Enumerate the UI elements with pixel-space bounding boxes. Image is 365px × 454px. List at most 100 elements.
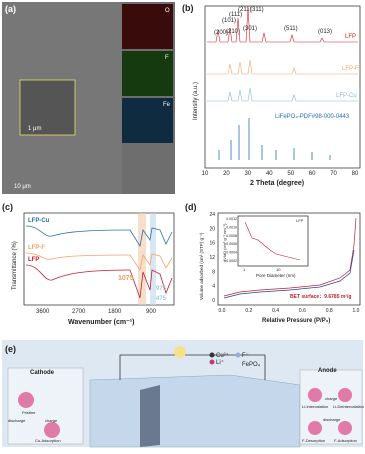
crystal <box>338 421 352 435</box>
legend: LFP-F <box>28 245 45 251</box>
peak-label: (013) <box>318 29 332 35</box>
peak-label: (210) <box>226 29 240 35</box>
y-tick-label: 24 <box>209 212 215 218</box>
scale-label: 1 μm <box>28 126 41 132</box>
x-tick-label: 0.2 <box>245 308 252 314</box>
cu-ion <box>209 352 215 358</box>
x-tick-label: 80 <box>352 171 359 177</box>
species: Cu²⁺ <box>216 352 229 359</box>
crystal <box>44 422 60 438</box>
y-tick-label: 0 <box>212 298 215 304</box>
y-label: Transmittance (%) <box>12 241 18 290</box>
inset-tick: 10 <box>276 267 281 272</box>
crystal <box>18 392 34 408</box>
axes <box>204 5 361 169</box>
axes <box>23 212 175 306</box>
species: F⁻ <box>242 353 249 359</box>
inset-y-label: dV/dD (cm³ g⁻¹ nm⁻¹) <box>222 223 227 262</box>
x-tick-label: 1800 <box>108 309 122 315</box>
peak-label: (511) <box>284 26 298 32</box>
y-tick-label: 8 <box>212 269 215 275</box>
step: discharge <box>323 417 341 422</box>
circuit <box>119 354 266 380</box>
inset-tick: 0.0002 <box>226 259 237 263</box>
step: Li-Intercalation <box>302 404 328 409</box>
inset-axes <box>237 215 309 267</box>
separator <box>140 385 160 447</box>
anode-label: Anode <box>318 368 337 374</box>
crystal <box>308 388 322 402</box>
xrd-lfp-cu <box>207 87 358 102</box>
step: charge <box>45 418 58 423</box>
band-label: 475 <box>156 296 167 302</box>
map-label: Fe <box>163 102 171 108</box>
map-f <box>122 51 173 96</box>
inset-tick: 0.0004 <box>226 251 237 255</box>
step: Li-Deintercalation <box>333 404 364 409</box>
panel-label: (d) <box>185 202 197 212</box>
y-tick-label: 20 <box>209 226 215 232</box>
y-tick-label: 16 <box>209 241 215 247</box>
band-label: 975 <box>156 286 167 292</box>
axes <box>217 212 361 306</box>
y-tick-label: 4 <box>212 284 215 290</box>
legend: LFP-Cu <box>336 93 357 99</box>
peak-label: (301) <box>243 26 257 32</box>
ftir-lfp-cu <box>25 225 173 248</box>
x-tick-label: 60 <box>309 171 316 177</box>
step: discharge <box>8 418 26 423</box>
li-ion <box>209 359 215 365</box>
x-tick-label: 0.6 <box>299 308 306 314</box>
map-fe <box>122 98 173 143</box>
map-label: O <box>165 8 170 14</box>
map-label: F <box>165 55 169 61</box>
inset-x-label: Pore Diameter (nm) <box>256 273 296 278</box>
x-tick-label: 40 <box>266 171 273 177</box>
peak-label: (111) <box>229 12 242 18</box>
x-tick-label: 0.8 <box>326 308 333 314</box>
cathode-label: Cathode <box>30 370 55 376</box>
x-tick-label: 900 <box>146 309 157 315</box>
sem-inset <box>19 79 76 136</box>
x-tick-label: 2700 <box>72 309 86 315</box>
inset-tick: 1 <box>243 267 246 272</box>
pore-curve <box>244 221 301 261</box>
panel-label: (a) <box>5 4 16 14</box>
legend: LFP <box>28 257 39 263</box>
ftir-lfp-f <box>25 252 173 272</box>
legend: LiFePO₄-PDF#98-000-0443 <box>275 114 350 120</box>
step: charge <box>325 396 338 401</box>
desorption <box>223 249 355 299</box>
cell <box>89 374 301 448</box>
band-highlight <box>150 213 156 305</box>
x-tick-label: 20 <box>223 171 230 177</box>
panel-label: (e) <box>5 344 16 354</box>
x-label: Relative Pressure (P/P₀) <box>262 318 330 324</box>
species: Li⁺ <box>216 359 224 366</box>
pdf-sticks <box>218 118 331 160</box>
xrd-lfp-f <box>207 59 358 75</box>
x-tick-label: 50 <box>287 171 294 177</box>
peak-label: (211) <box>238 7 252 13</box>
x-tick-label: 0.4 <box>272 308 279 314</box>
step: F-Adsorption <box>334 438 357 443</box>
bulb <box>174 346 186 358</box>
x-tick-label: 1.0 <box>353 308 360 314</box>
x-tick-label: 10 <box>202 171 209 177</box>
y-label: Intensity (a.u.) <box>193 82 199 120</box>
bet-label: BET surface：9.6785 m²/g <box>290 294 351 300</box>
ftir-lfp <box>25 264 173 299</box>
x-tick-label: 3600 <box>36 309 50 315</box>
x-tick-label: 0.0 <box>219 308 226 314</box>
map-o <box>122 4 173 49</box>
y-tick-label: 12 <box>209 255 215 261</box>
x-label: Wavenumber (cm⁻¹) <box>68 319 134 326</box>
xrd-lfp <box>207 7 358 43</box>
x-tick-label: 70 <box>330 171 337 177</box>
crystal <box>338 388 352 402</box>
y-label: Volume adsorbed (cm³ (STP) g⁻¹) <box>199 232 204 300</box>
inset-tick: 0.0008 <box>226 234 237 238</box>
inset-tick: 0.0006 <box>226 242 237 246</box>
legend: LFP <box>345 34 356 40</box>
